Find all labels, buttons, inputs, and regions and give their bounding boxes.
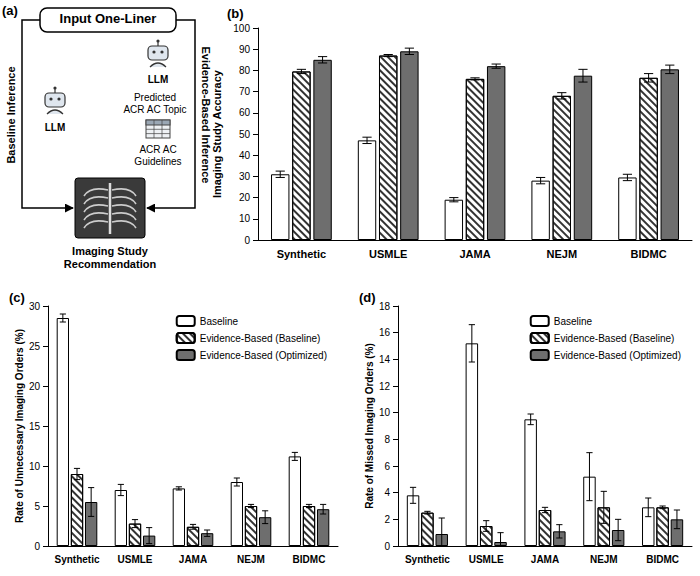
svg-text:(c): (c) (9, 290, 25, 305)
svg-text:BIDMC: BIDMC (631, 248, 667, 260)
svg-text:20: 20 (239, 192, 251, 203)
svg-text:2: 2 (384, 514, 390, 525)
svg-text:BIDMC: BIDMC (646, 554, 679, 565)
svg-text:Evidence-Based (Optimized): Evidence-Based (Optimized) (200, 350, 327, 361)
svg-text:BIDMC: BIDMC (293, 554, 326, 565)
svg-text:10: 10 (379, 407, 391, 418)
svg-text:Imaging Study Accuracy: Imaging Study Accuracy (210, 70, 223, 198)
svg-text:USMLE: USMLE (369, 248, 408, 260)
svg-text:25: 25 (29, 341, 41, 352)
svg-text:Guidelines: Guidelines (134, 156, 181, 167)
svg-text:Input One-Liner: Input One-Liner (60, 11, 157, 26)
svg-text:0: 0 (384, 541, 390, 552)
svg-text:Imaging Study: Imaging Study (72, 245, 149, 257)
svg-text:Baseline: Baseline (554, 316, 593, 327)
svg-text:Baseline Inference: Baseline Inference (5, 66, 17, 163)
svg-text:0: 0 (34, 541, 40, 552)
svg-text:Synthetic: Synthetic (277, 248, 327, 260)
svg-text:15: 15 (29, 421, 41, 432)
svg-text:Evidence-Based (Optimized): Evidence-Based (Optimized) (554, 350, 681, 361)
svg-text:12: 12 (379, 381, 391, 392)
svg-text:30: 30 (239, 171, 251, 182)
svg-text:90: 90 (239, 44, 251, 55)
svg-text:LLM: LLM (148, 74, 169, 85)
svg-text:30: 30 (29, 301, 41, 312)
svg-text:Evidence-Based (Baseline): Evidence-Based (Baseline) (200, 333, 321, 344)
svg-text:Synthetic: Synthetic (54, 554, 99, 565)
svg-text:50: 50 (239, 129, 251, 140)
svg-text:70: 70 (239, 86, 251, 97)
svg-text:5: 5 (34, 501, 40, 512)
svg-text:(b): (b) (227, 6, 244, 21)
svg-text:Evidence-Based (Baseline): Evidence-Based (Baseline) (554, 333, 675, 344)
svg-text:Evidence-Based Inference: Evidence-Based Inference (200, 47, 212, 184)
svg-text:Rate of Missed Imaging Orders: Rate of Missed Imaging Orders (%) (364, 343, 375, 509)
svg-text:8: 8 (384, 434, 390, 445)
svg-text:ACR AC Topic: ACR AC Topic (123, 104, 186, 115)
svg-text:6: 6 (384, 461, 390, 472)
svg-text:60: 60 (239, 107, 251, 118)
svg-text:USMLE: USMLE (118, 554, 153, 565)
svg-text:JAMA: JAMA (459, 248, 490, 260)
svg-text:Synthetic: Synthetic (405, 554, 450, 565)
svg-text:16: 16 (379, 327, 391, 338)
svg-text:Baseline: Baseline (200, 316, 239, 327)
svg-text:JAMA: JAMA (531, 554, 559, 565)
svg-text:NEJM: NEJM (237, 554, 265, 565)
svg-text:LLM: LLM (45, 122, 66, 133)
svg-text:80: 80 (239, 65, 251, 76)
svg-text:20: 20 (29, 381, 41, 392)
svg-text:NEJM: NEJM (547, 248, 578, 260)
svg-text:40: 40 (239, 150, 251, 161)
svg-text:ACR AC: ACR AC (139, 144, 176, 155)
svg-text:USMLE: USMLE (469, 554, 504, 565)
svg-text:(a): (a) (2, 3, 18, 18)
svg-text:10: 10 (239, 213, 251, 224)
svg-text:10: 10 (29, 461, 41, 472)
svg-text:(d): (d) (359, 290, 376, 305)
svg-text:0: 0 (244, 235, 250, 246)
svg-text:Recommendation: Recommendation (64, 258, 157, 270)
svg-text:JAMA: JAMA (179, 554, 207, 565)
svg-text:14: 14 (379, 354, 391, 365)
svg-text:Predicted: Predicted (134, 92, 176, 103)
svg-text:NEJM: NEJM (590, 554, 618, 565)
svg-text:100: 100 (233, 23, 250, 34)
svg-text:Rate of Unnecessary Imaging Or: Rate of Unnecessary Imaging Orders (%) (14, 329, 25, 523)
svg-text:18: 18 (379, 301, 391, 312)
svg-text:4: 4 (384, 487, 390, 498)
